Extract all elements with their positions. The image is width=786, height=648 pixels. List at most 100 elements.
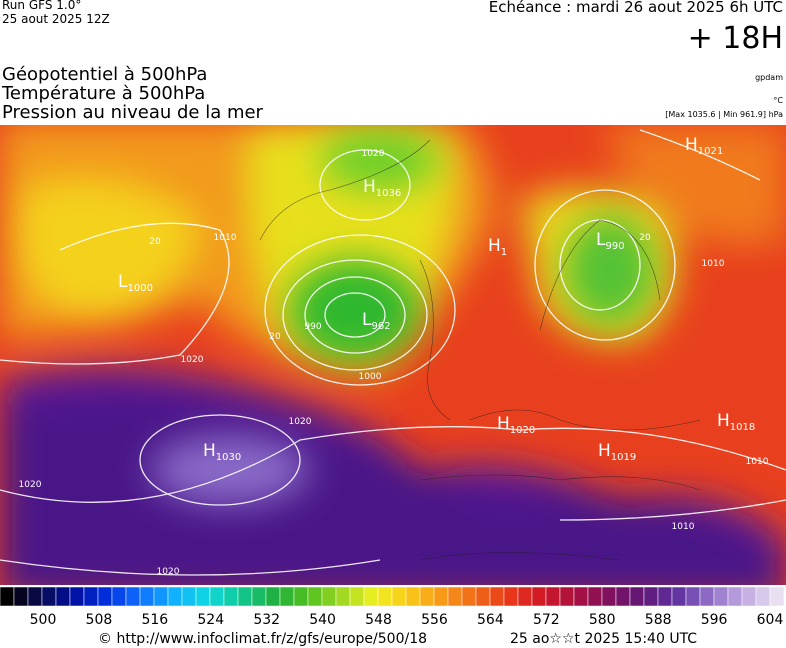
contour-label: 1010 [746, 457, 769, 467]
scale-swatch [293, 586, 309, 607]
scale-swatch [377, 586, 393, 607]
scale-swatch [97, 586, 113, 607]
scale-swatch [237, 586, 253, 607]
offset: + 18H [688, 21, 783, 56]
scale-tick-label: 604 [757, 612, 784, 628]
scale-swatch [615, 586, 631, 607]
contour-label: 1020 [289, 417, 312, 427]
scale-tick-label: 572 [533, 612, 560, 628]
scale-swatch [181, 586, 197, 607]
center-value: 1036 [376, 188, 401, 199]
layer-title: Température à 500hPa [1, 83, 205, 104]
scale-swatch [671, 586, 687, 607]
scale-swatch [321, 586, 337, 607]
scale-tick-label: 532 [253, 612, 280, 628]
contour-label: 1020 [19, 480, 42, 490]
center-value: 962 [371, 321, 390, 332]
contour-label: 1010 [214, 233, 237, 243]
scale-swatch [489, 586, 505, 607]
scale-swatch [419, 586, 435, 607]
scale-tick-label: 548 [365, 612, 392, 628]
scale-swatch [41, 586, 57, 607]
center-value: 1019 [611, 452, 636, 463]
scale-swatch [391, 586, 407, 607]
scale-swatch [335, 586, 351, 607]
scale-swatch [195, 586, 211, 607]
contour-label: 1000 [359, 372, 382, 382]
center-type: H [685, 135, 698, 155]
scale-swatch [167, 586, 183, 607]
center-value: 1021 [698, 146, 723, 157]
center-value: 990 [605, 241, 624, 252]
scale-swatch [517, 586, 533, 607]
center-type: H [497, 414, 510, 434]
scale-swatch [755, 586, 771, 607]
scale-swatch [363, 586, 379, 607]
contour-label: 990 [304, 322, 321, 332]
scale-swatch [643, 586, 659, 607]
unit: [Max 1035.6 | Min 961.9] hPa [665, 110, 783, 119]
scale-swatch [27, 586, 43, 607]
pressure-center: L1000 [118, 272, 153, 294]
scale-swatch [55, 586, 71, 607]
contour-label: 20 [269, 332, 281, 342]
pressure-center: H1036 [363, 177, 401, 199]
map [0, 125, 786, 585]
scale-tick-label: 500 [30, 612, 57, 628]
scale-swatch [0, 586, 15, 607]
scale-tick-label: 516 [141, 612, 168, 628]
contour-label: 1020 [181, 355, 204, 365]
center-value: 1 [501, 247, 507, 258]
pressure-center: H1 [488, 236, 507, 258]
center-type: H [488, 236, 501, 256]
scale-tick-label: 588 [645, 612, 672, 628]
pressure-center: H1021 [685, 135, 723, 157]
scale-swatch [531, 586, 547, 607]
scale-swatch [83, 586, 99, 607]
scale-swatch [433, 586, 449, 607]
contour-label: 1020 [157, 567, 180, 577]
scale-swatch [587, 586, 603, 607]
center-value: 1000 [127, 283, 152, 294]
center-type: L [118, 272, 128, 292]
scale-swatch [139, 586, 155, 607]
scale-swatch [153, 586, 169, 607]
scale-tick-label: 580 [589, 612, 616, 628]
layer-title: Pression au niveau de la mer [2, 102, 264, 123]
contour-label: 1010 [702, 259, 725, 269]
pressure-center: L990 [596, 230, 625, 252]
scale-swatch [629, 586, 645, 607]
scale-swatch [741, 586, 757, 607]
scale-tick-label: 508 [86, 612, 113, 628]
pressure-center: L962 [362, 310, 391, 332]
unit: gpdam [755, 73, 783, 82]
scale-swatch [727, 586, 743, 607]
center-value: 1018 [730, 422, 755, 433]
contour-label: 20 [639, 233, 651, 243]
scale-swatch [223, 586, 239, 607]
contour-label: 1020 [362, 149, 385, 159]
pressure-center: H1020 [497, 414, 535, 436]
pressure-center: H1018 [717, 411, 755, 433]
center-type: L [596, 230, 606, 250]
scale-swatch [447, 586, 463, 607]
scale-swatch [601, 586, 617, 607]
scale-swatch [769, 586, 785, 607]
scale-swatch [251, 586, 267, 607]
scale-tick-label: 556 [421, 612, 448, 628]
scale-swatch [265, 586, 281, 607]
center-type: L [362, 310, 372, 330]
scale-swatch [503, 586, 519, 607]
scale-swatch [307, 586, 323, 607]
scale-swatch [111, 586, 127, 607]
scale-swatch [461, 586, 477, 607]
contour-label: 20 [149, 237, 161, 247]
scale-swatch [349, 586, 365, 607]
center-type: H [717, 411, 730, 431]
scale-swatch [13, 586, 29, 607]
scale-tick-label: 564 [477, 612, 504, 628]
contour-label: 1010 [672, 522, 695, 532]
pressure-center: H1019 [598, 441, 636, 463]
